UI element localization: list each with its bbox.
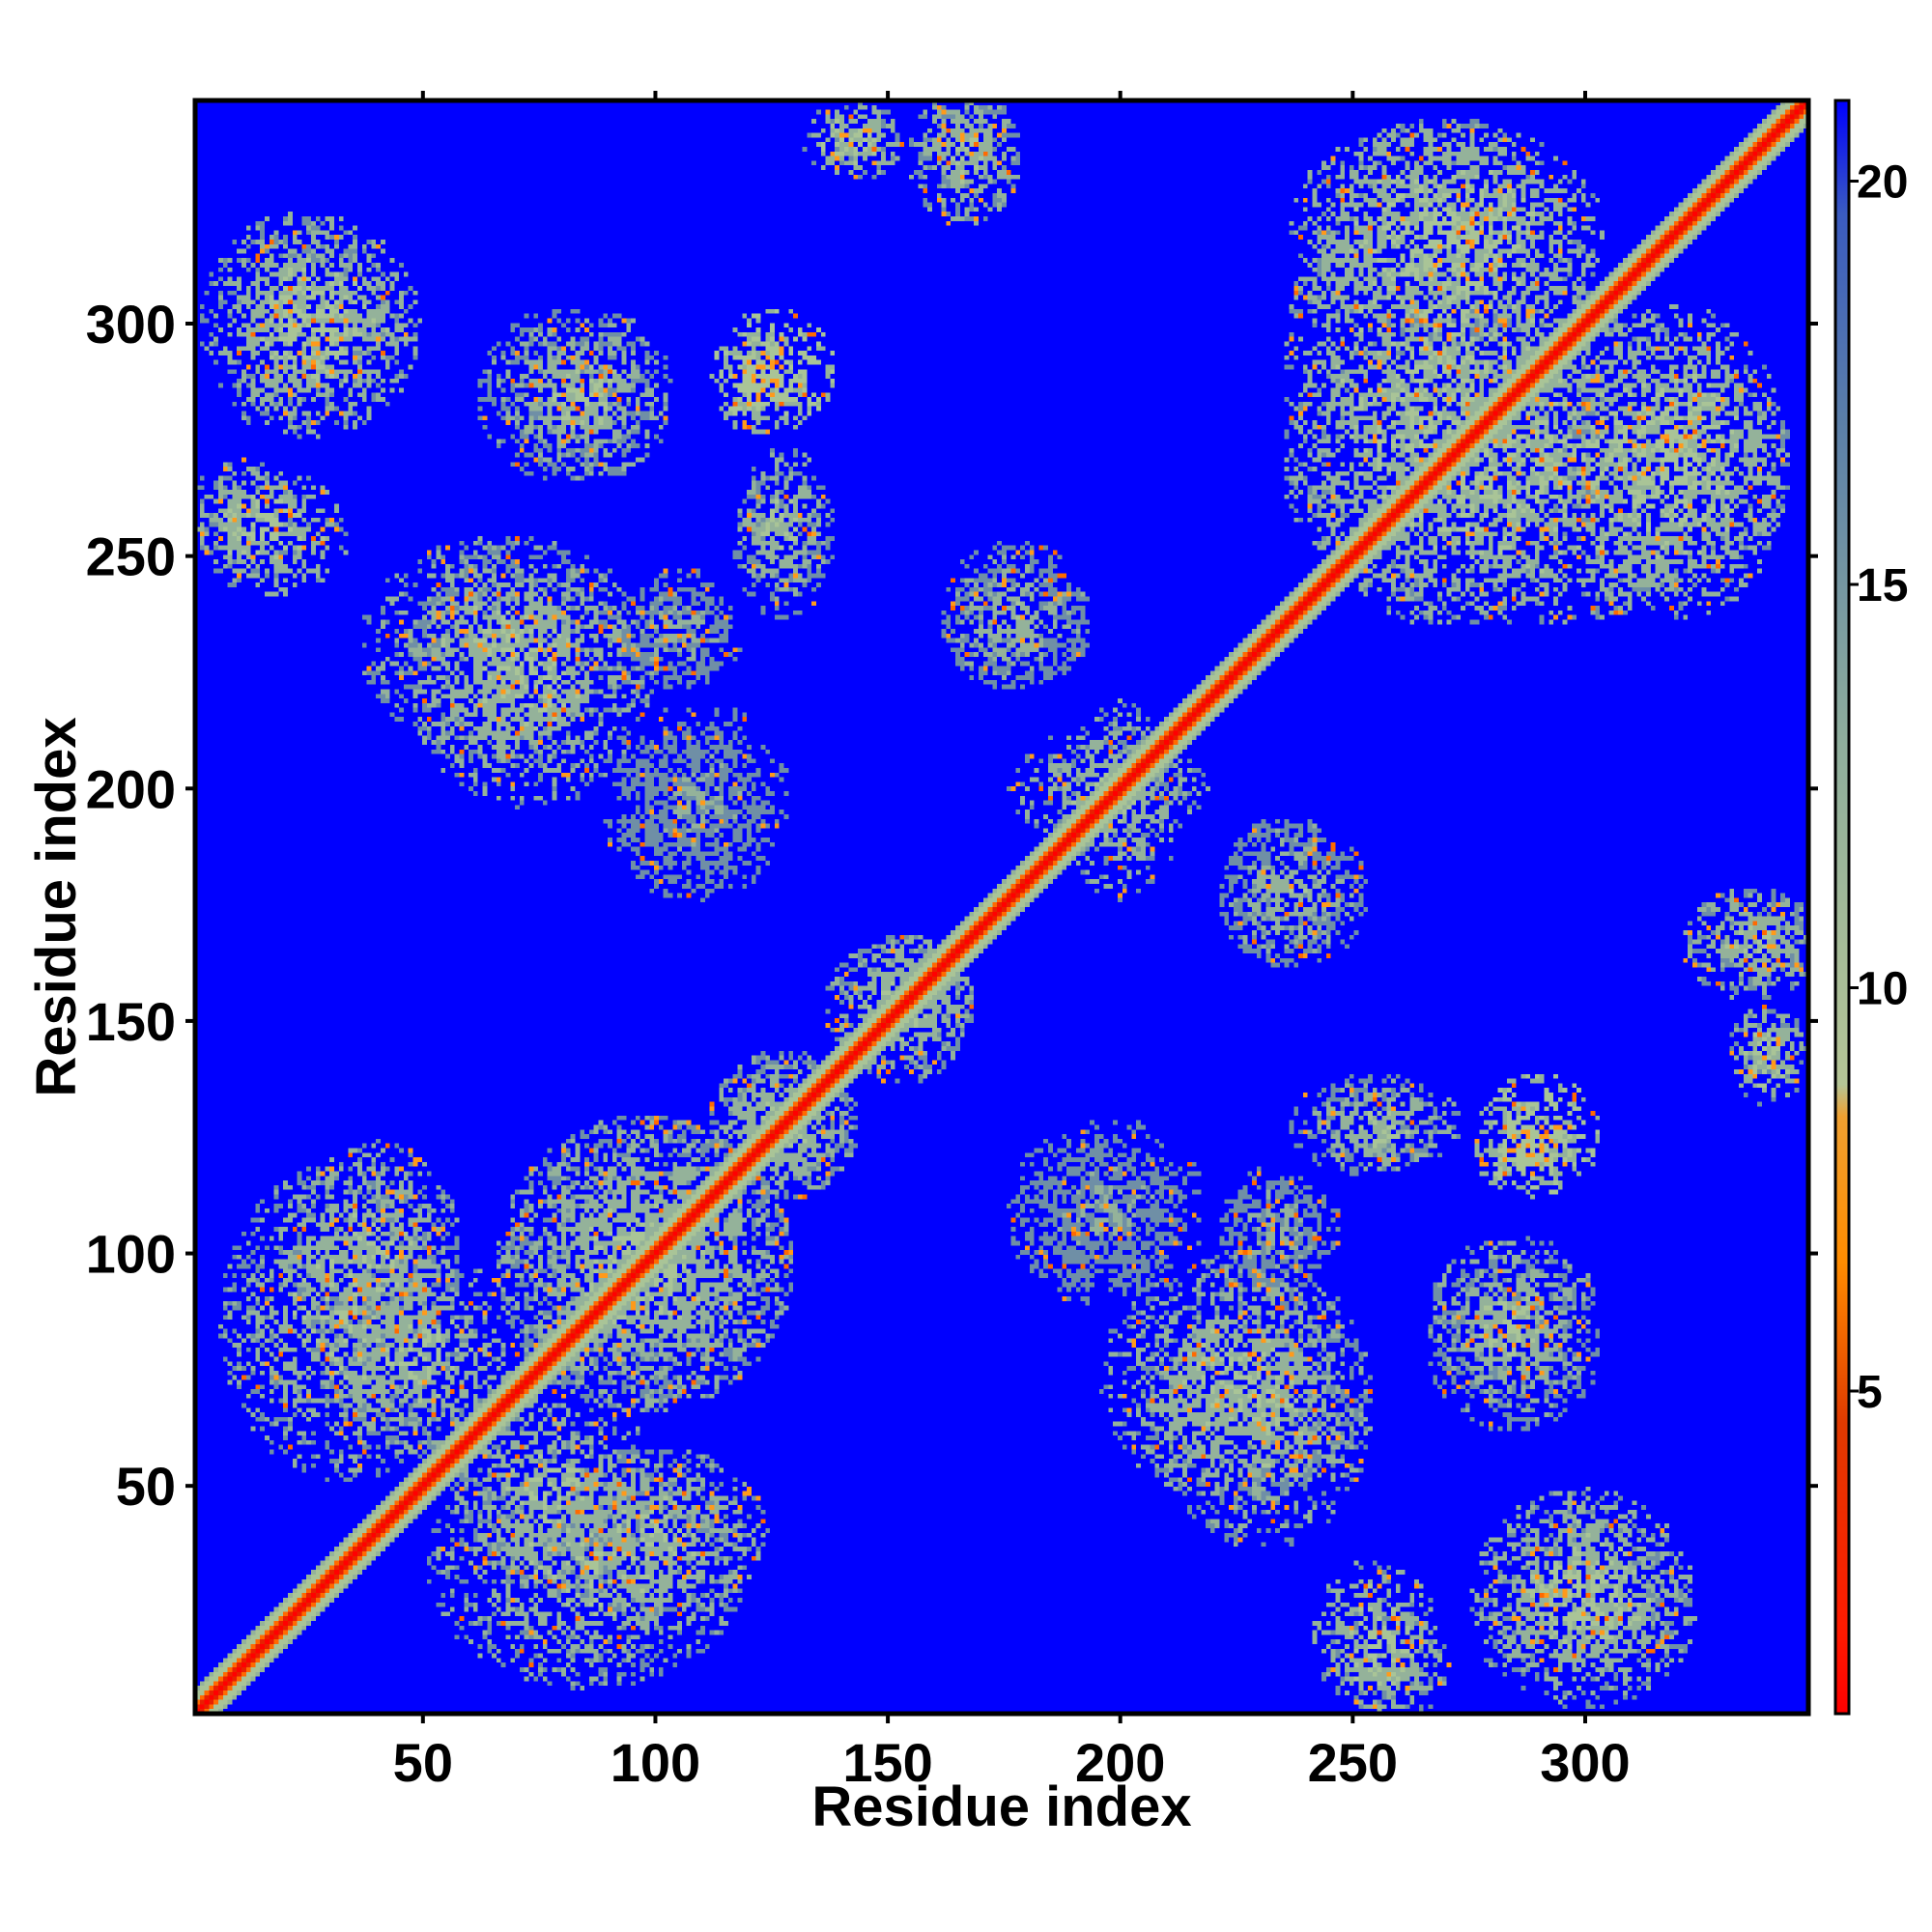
y-tick-label: 100 [86, 1224, 176, 1285]
heatmap-image [195, 100, 1808, 1714]
x-tick-label: 300 [1540, 1732, 1630, 1793]
y-tick-label: 300 [86, 294, 176, 355]
x-axis-ticks: 50 100 150 200 250 300 [393, 91, 1631, 1793]
x-tick-label: 100 [611, 1732, 700, 1793]
plot-frame [192, 98, 1811, 1717]
colorbar-ticks: 5 10 15 20 [1849, 157, 1908, 1418]
x-tick-label: 200 [1075, 1732, 1165, 1793]
x-tick-label: 150 [842, 1732, 932, 1793]
y-axis-ticks: 50 100 150 200 250 300 [86, 294, 1818, 1517]
y-axis-title: Residue index [25, 717, 88, 1096]
y-tick-label: 200 [86, 758, 176, 819]
colorbar-tick-label: 15 [1857, 560, 1908, 611]
colorbar-tick-label: 5 [1857, 1367, 1883, 1418]
colorbar [1833, 99, 1851, 1716]
heatmap-cells [195, 100, 1808, 1714]
colorbar-tick-label: 20 [1857, 157, 1908, 209]
y-tick-label: 150 [86, 991, 176, 1052]
x-axis-title: Residue index [811, 1776, 1191, 1838]
y-tick-label: 50 [116, 1456, 176, 1517]
x-tick-label: 250 [1308, 1732, 1398, 1793]
y-tick-label: 250 [86, 526, 176, 587]
x-tick-label: 50 [393, 1732, 453, 1793]
colorbar-tick-label: 10 [1857, 964, 1908, 1015]
